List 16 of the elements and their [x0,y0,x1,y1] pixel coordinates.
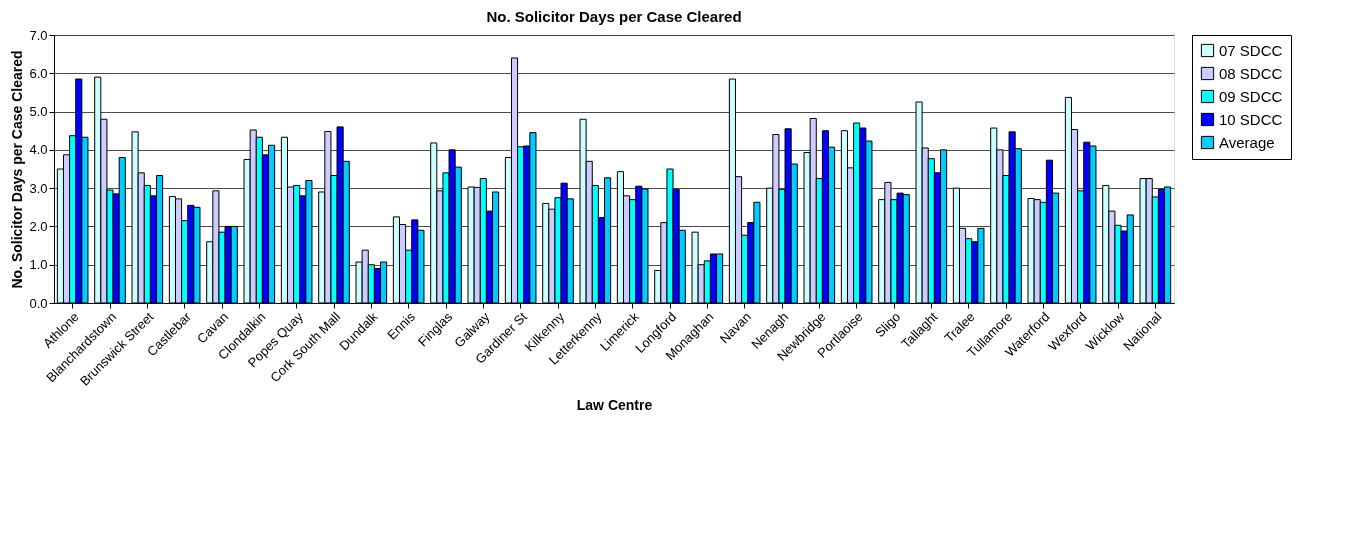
y-tick-label: 3.0 [29,180,48,196]
legend-label: Average [1219,133,1275,151]
y-axis-title: No. Solicitor Days per Case Cleared [9,50,26,289]
x-axis-title: Law Centre [576,396,653,413]
legend-label: 07 SDCC [1219,41,1283,59]
legend-label: 08 SDCC [1219,64,1283,82]
chart-title: No. Solicitor Days per Case Cleared [486,8,742,25]
y-tick-label: 4.0 [29,142,48,158]
y-tick-label: 5.0 [29,104,48,120]
y-tick-label: 7.0 [29,27,48,43]
y-tick-label: 6.0 [29,65,48,81]
y-tick-label: 0.0 [29,295,48,311]
legend-label: 09 SDCC [1219,87,1283,105]
y-tick-label: 1.0 [29,257,48,273]
legend-label: 10 SDCC [1219,110,1283,128]
y-tick-label: 2.0 [29,218,48,234]
